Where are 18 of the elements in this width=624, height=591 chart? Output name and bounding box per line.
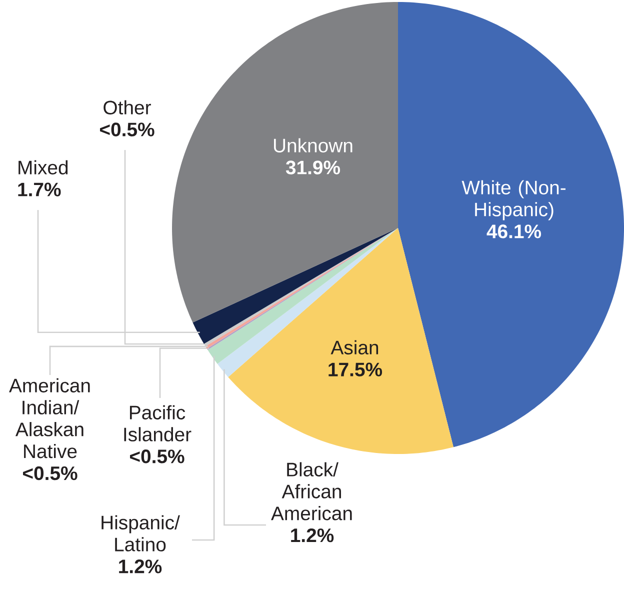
data-label: 1.2% — [291, 528, 334, 542]
slice-label: Unknown — [274, 138, 352, 152]
slice-label: Other — [104, 100, 151, 114]
data-label: 17.5% — [328, 362, 382, 376]
data-label: 1.2% — [119, 560, 162, 574]
data-label: 46.1% — [486, 224, 542, 238]
data-label: <0.5% — [130, 450, 184, 464]
data-label: 1.7% — [18, 182, 61, 196]
slice-label: Hispanic/ Latino — [102, 515, 180, 552]
slice-label: Asian — [330, 340, 378, 354]
slice-label: Black/ African American — [271, 462, 352, 520]
slice-label: Mixed — [18, 160, 68, 174]
slice-label: Pacific Islander — [124, 405, 192, 442]
data-label: <0.5% — [23, 466, 78, 480]
slice-label: White (Non-Hispanic) — [462, 180, 566, 220]
slice-label: American Indian/ Alaskan Native — [9, 378, 90, 458]
data-label: 31.9% — [286, 160, 340, 174]
data-label: <0.5% — [100, 122, 154, 136]
